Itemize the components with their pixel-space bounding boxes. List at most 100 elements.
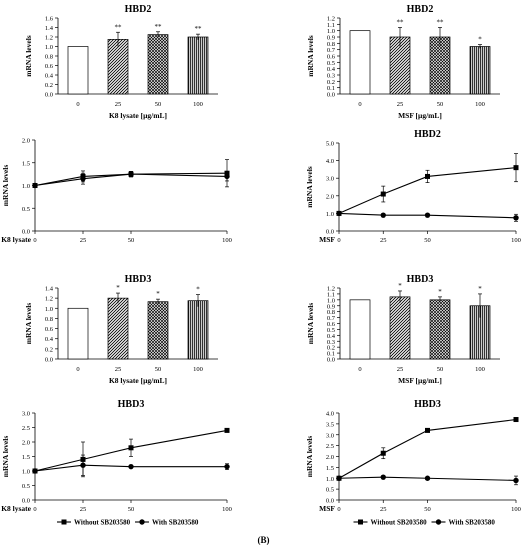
y-tick-label: 0.5 <box>326 487 334 494</box>
data-point-square <box>128 445 134 451</box>
y-tick-label: 1.0 <box>326 211 334 218</box>
bar-0 <box>67 307 89 360</box>
chart-title: HBD2 <box>407 4 434 15</box>
legend-label: Without SB203580 <box>74 519 131 527</box>
chart-3: 0.0 0.5 1.0 1.5 2.0 mRNA levels 0 25 50 100 K8 lys… <box>1 138 232 245</box>
data-point-circle <box>513 477 519 484</box>
chart-5: HBD3 0.0 0.2 0.4 0.6 0.8 1.0 1.2 1.4 mRNA levels 0… <box>24 274 218 385</box>
chart-1: HBD2 0.0 0.2 0.4 0.6 0.8 1.0 1.2 1.4 1.6 mRNA leve… <box>24 4 218 120</box>
series-line <box>34 464 227 472</box>
y-tick-label: 0.9 <box>327 303 335 310</box>
data-point-circle <box>224 173 230 180</box>
y-tick-label: 0.4 <box>327 333 336 340</box>
series-line <box>338 167 517 214</box>
chart-7: HBD3 0.0 0.5 1.0 1.5 2.0 2.5 3.0 mRNA levels 0 25 5… <box>1 399 232 527</box>
series-line <box>338 212 517 219</box>
bar-25 <box>107 39 129 95</box>
data-point-square <box>513 165 519 171</box>
y-tick-label: 3.0 <box>326 432 334 439</box>
error-bar <box>398 27 402 47</box>
error-bar <box>398 290 402 303</box>
y-tick-label: 2.0 <box>22 440 30 447</box>
y-tick-label: 1.4 <box>45 25 54 32</box>
error-bar <box>116 292 120 304</box>
data-point-square <box>513 417 519 423</box>
y-tick-label: 0.2 <box>45 82 53 89</box>
x-tick-label: 25 <box>397 366 404 373</box>
series-with-sb203580 <box>32 454 230 476</box>
series-with-sb203580 <box>32 171 230 189</box>
x-tick-label: 100 <box>222 237 232 244</box>
data-point-circle <box>336 210 342 217</box>
data-point-circle <box>128 171 134 177</box>
chart-title: HBD3 <box>407 274 434 285</box>
x-tick-label: 0 <box>33 237 36 244</box>
y-tick-label: 0.1 <box>327 351 335 358</box>
legend-square-marker <box>61 519 67 525</box>
data-point-square <box>380 191 386 197</box>
bar-100 <box>187 300 209 360</box>
x-tick-label: 25 <box>380 506 387 513</box>
y-tick-label: 1.2 <box>327 286 335 293</box>
significance-marker: * <box>196 286 200 294</box>
data-point-circle <box>80 175 86 182</box>
x-tick-label: 0 <box>358 366 361 373</box>
series-line <box>338 418 517 479</box>
y-tick-label: 0.3 <box>327 73 335 80</box>
data-point-square <box>224 427 230 433</box>
series-line <box>34 173 228 187</box>
y-tick-label: 0.0 <box>326 229 334 236</box>
x-axis-label: MSF [µg/mL] <box>398 111 442 120</box>
bar-0 <box>349 299 371 360</box>
x-tick-label: 25 <box>80 506 87 513</box>
x-tick-label: 25 <box>80 237 87 244</box>
data-point-circle <box>380 212 386 218</box>
data-point-circle <box>424 212 431 218</box>
x-tick-label: 100 <box>193 101 203 108</box>
x-tick-label: 50 <box>424 237 431 244</box>
x-tick-label: 25 <box>115 101 122 108</box>
y-tick-label: 1.0 <box>45 44 53 51</box>
y-tick-label: 1.1 <box>327 22 335 29</box>
x-axis-label: K8 lysate [µg/mL] <box>109 111 167 120</box>
error-bar <box>196 294 200 307</box>
y-tick-label: 1.2 <box>45 296 53 303</box>
chart-title: HBD2 <box>414 129 441 140</box>
bar-50 <box>147 34 169 95</box>
x-tick-label: 50 <box>155 366 162 373</box>
data-point-square <box>380 450 386 456</box>
y-tick-label: 1.4 <box>45 286 54 293</box>
y-tick-label: 1.0 <box>326 476 334 483</box>
significance-marker: ** <box>397 19 405 27</box>
significance-marker: ** <box>155 23 163 31</box>
y-tick-label: 1.6 <box>45 16 54 23</box>
data-point-circle <box>424 475 431 481</box>
y-axis-label: mRNA levels <box>305 166 314 208</box>
bar-100 <box>187 36 209 95</box>
x-tick-label: 100 <box>511 506 521 513</box>
legend-square-marker <box>358 519 363 525</box>
x-tick-label: 0 <box>76 101 79 108</box>
y-tick-label: 2.5 <box>22 425 30 432</box>
data-point-circle <box>380 474 386 480</box>
y-tick-label: 0.0 <box>326 498 334 505</box>
error-bar <box>478 44 482 49</box>
chart-6: HBD3 0.00.10.20.30.40.50.60.70.80.91.01.1… <box>306 274 500 385</box>
legend-label: With SB203580 <box>449 519 496 527</box>
y-tick-label: 0.6 <box>327 321 336 328</box>
error-bar <box>438 296 442 303</box>
y-tick-label: 0.2 <box>327 79 335 86</box>
y-tick-label: 1.0 <box>45 306 53 313</box>
y-tick-label: 4.0 <box>326 411 334 418</box>
y-tick-label: 1.5 <box>22 160 30 167</box>
series-line <box>338 476 517 481</box>
x-tick-label: 50 <box>155 101 162 108</box>
series-without-sb203580 <box>336 417 519 481</box>
y-tick-label: 0.3 <box>327 339 335 346</box>
y-tick-label: 0.0 <box>45 92 53 99</box>
x-tick-label: 0 <box>76 366 79 373</box>
y-tick-label: 2.0 <box>326 454 334 461</box>
significance-marker: * <box>478 285 482 293</box>
bar-25 <box>107 297 129 360</box>
bar-0 <box>349 30 371 95</box>
